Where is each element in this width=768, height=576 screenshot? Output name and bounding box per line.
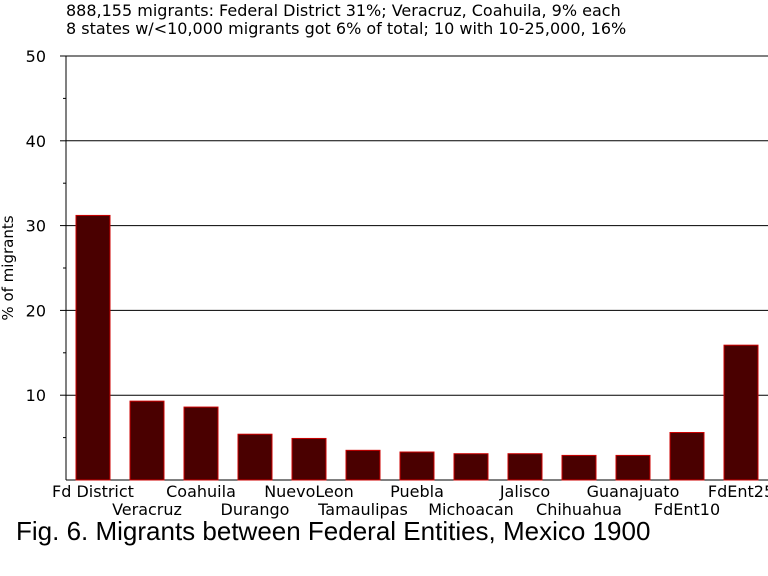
x-category-label: Michoacan <box>428 500 514 519</box>
bar <box>723 344 759 481</box>
gridlines <box>66 55 768 396</box>
y-tick-labels: 10 20 30 40 50 <box>26 47 46 405</box>
bar <box>669 432 705 481</box>
y-tick-label: 10 <box>26 386 46 405</box>
x-category-label: Fd District <box>52 482 134 501</box>
bar <box>453 453 489 481</box>
y-tick-label: 30 <box>26 217 46 236</box>
y-tick-label: 40 <box>26 132 46 151</box>
x-category-label: NuevoLeon <box>264 482 354 501</box>
x-category-label: Coahuila <box>166 482 236 501</box>
chart-subtitle-line-1: 888,155 migrants: Federal District 31%; … <box>66 1 621 20</box>
x-category-label: Puebla <box>390 482 444 501</box>
bar <box>291 437 327 481</box>
category-labels: Fd DistrictVeracruzCoahuilaDurangoNuevoL… <box>52 482 768 519</box>
x-category-label: FdEnt25 <box>708 482 768 501</box>
x-category-label: Veracruz <box>112 500 182 519</box>
bar <box>345 449 381 481</box>
y-tick-label: 50 <box>26 47 46 66</box>
axes <box>60 55 768 481</box>
x-category-label: Durango <box>221 500 290 519</box>
x-category-label: Guanajuato <box>587 482 680 501</box>
x-category-label: Tamaulipas <box>317 500 408 519</box>
bar <box>237 433 273 481</box>
bar <box>507 453 543 481</box>
x-category-label: Jalisco <box>499 482 550 501</box>
x-category-label: FdEnt10 <box>654 500 720 519</box>
bar <box>129 400 165 481</box>
bars <box>75 214 759 481</box>
x-category-label: Chihuahua <box>536 500 622 519</box>
bar <box>183 406 219 481</box>
bar <box>399 451 435 481</box>
bar <box>75 214 111 481</box>
y-tick-label: 20 <box>26 301 46 320</box>
bar <box>561 454 597 481</box>
y-axis-label: % of migrants <box>0 215 17 320</box>
bar <box>615 454 651 481</box>
chart-subtitle-line-2: 8 states w/<10,000 migrants got 6% of to… <box>66 19 626 38</box>
figure-caption: Fig. 6. Migrants between Federal Entitie… <box>16 516 650 546</box>
